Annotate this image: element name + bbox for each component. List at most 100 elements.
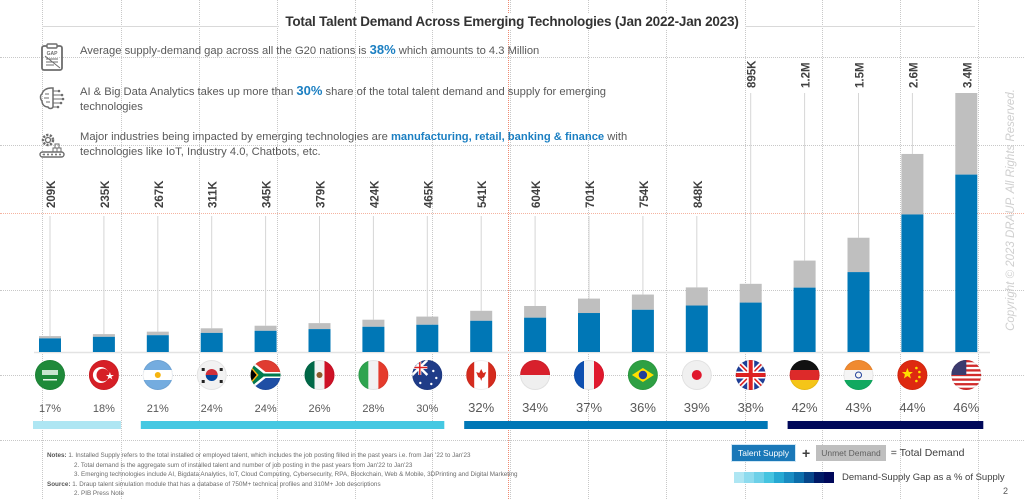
unmet-demand-bar	[362, 319, 385, 327]
gap-clipboard-icon: GAP	[38, 42, 66, 72]
flag-canada-icon	[466, 360, 497, 390]
talent-supply-bar	[308, 329, 331, 352]
insight-highlight: 38%	[369, 42, 396, 57]
grid-line-h	[0, 290, 1024, 291]
gradient-step	[784, 472, 794, 483]
chart-title: Total Talent Demand Across Emerging Tech…	[0, 14, 1024, 29]
talent-supply-bar	[739, 302, 762, 352]
gap-percent-label: 37%	[576, 400, 602, 415]
total-demand-label: 465K	[423, 180, 435, 208]
flag-australia-icon	[412, 360, 443, 390]
guide-line-v	[508, 0, 509, 499]
unmet-demand-bar	[470, 310, 493, 321]
unmet-demand-bar	[146, 331, 169, 336]
gap-band-0	[33, 421, 121, 429]
flag-france-icon	[574, 360, 604, 390]
gap-gradient-swatch	[734, 472, 834, 483]
insight-highlight: 30%	[296, 83, 323, 98]
flag-argentina-icon	[142, 360, 173, 390]
total-demand-label: 895K	[747, 60, 759, 88]
gap-percent-label: 43%	[845, 400, 871, 415]
talent-supply-bar	[362, 326, 385, 352]
total-demand-label: 701K	[585, 180, 597, 208]
talent-supply-bar	[631, 309, 654, 352]
insight-text-part: with technologies like IoT, Industry 4.0…	[80, 131, 628, 158]
flag-mexico-icon	[304, 360, 335, 390]
title-rule-left	[42, 26, 282, 27]
flag-south-korea-icon	[196, 360, 227, 390]
unmet-demand-bar	[578, 298, 600, 314]
ai-brain-icon	[38, 83, 66, 113]
unmet-demand-bar	[847, 237, 870, 273]
grid-line-v	[666, 0, 667, 499]
total-demand-label: 1.2M	[801, 62, 813, 88]
gradient-step	[744, 472, 754, 483]
gap-percent-label: 36%	[630, 400, 656, 415]
total-demand-label: 541K	[477, 180, 489, 208]
guide-line-h	[0, 213, 1024, 214]
note-line-3: 3. Emerging technologies include AI, Big…	[74, 471, 518, 478]
insight-item: GAP Average supply-demand gap across all …	[38, 42, 660, 72]
gradient-step	[734, 472, 744, 483]
unmet-demand-bar	[955, 93, 978, 175]
total-demand-label: 209K	[46, 180, 58, 208]
gap-percent-label: 26%	[308, 403, 330, 415]
unmet-demand-bar	[92, 334, 115, 337]
unmet-demand-bar	[739, 283, 762, 303]
gap-percent-label: 34%	[522, 400, 548, 415]
flag-china-icon	[897, 360, 928, 390]
flag-germany-icon	[789, 360, 820, 390]
gradient-step	[774, 472, 784, 483]
legend-total-demand: = Total Demand	[890, 447, 965, 459]
insight-text: AI & Big Data Analytics takes up more th…	[80, 83, 660, 115]
gap-percent-label: 38%	[738, 400, 764, 415]
legend-unmet-demand: Unmet Demand	[816, 445, 886, 461]
flag-indonesia-icon	[520, 360, 551, 390]
gap-percent-label: 24%	[255, 403, 277, 415]
gap-gradient-label: Demand-Supply Gap as a % of Supply	[842, 472, 1005, 483]
gap-percent-label: 24%	[201, 403, 223, 415]
page-number: 2	[1003, 486, 1009, 496]
flag-japan-icon	[681, 360, 712, 390]
insight-item: AI & Big Data Analytics takes up more th…	[38, 83, 660, 115]
gradient-step	[764, 472, 774, 483]
gap-percent-label: 32%	[468, 400, 494, 415]
stack-legend: Talent Supply + Unmet Demand = Total Dem…	[731, 444, 964, 462]
source-line-1: Source: 1. Draup talent simulation modul…	[47, 480, 381, 488]
flag-italy-icon	[358, 360, 389, 390]
unmet-demand-bar	[254, 325, 277, 331]
grid-line-v	[277, 0, 278, 499]
grid-line-v	[199, 0, 200, 499]
talent-supply-bar	[254, 330, 277, 352]
talent-supply-bar	[416, 324, 439, 352]
flag-uk-icon	[735, 360, 766, 390]
grid-line-h	[0, 57, 1024, 58]
flag-india-icon	[843, 360, 874, 390]
gap-percent-label: 30%	[416, 403, 438, 415]
grid-line-h	[0, 375, 1024, 376]
unmet-demand-bar	[39, 336, 61, 339]
grid-line-h	[0, 440, 1024, 441]
talent-demand-chart: 209K 235K 267K 311K 345K 379K 424K 465K 541K 604K…	[33, 60, 990, 429]
gradient-step	[824, 472, 834, 483]
gap-band-2	[464, 421, 768, 429]
talent-supply-bar	[146, 335, 169, 352]
talent-supply-bar	[92, 336, 115, 352]
grid-line-v	[121, 0, 122, 499]
talent-supply-bar	[955, 174, 978, 352]
gap-percent-label: 46%	[953, 400, 979, 415]
total-demand-label: 311K	[208, 180, 220, 208]
talent-supply-bar	[847, 272, 870, 352]
gap-gradient-legend: Demand-Supply Gap as a % of Supply	[734, 472, 1005, 483]
insight-text: Major industries being impacted by emerg…	[80, 130, 660, 160]
flag-south-africa-icon	[250, 360, 281, 390]
talent-supply-bar	[901, 214, 924, 352]
talent-supply-bar	[200, 332, 223, 352]
unmet-demand-bar	[308, 323, 331, 330]
total-demand-label: 424K	[369, 180, 381, 208]
insight-text-part: AI & Big Data Analytics takes up more th…	[80, 86, 297, 98]
gap-percent-label: 28%	[362, 403, 384, 415]
unmet-demand-bar	[901, 153, 924, 215]
total-demand-label: 267K	[154, 180, 166, 208]
insight-text-part: which amounts to 4.3 Million	[395, 45, 540, 57]
